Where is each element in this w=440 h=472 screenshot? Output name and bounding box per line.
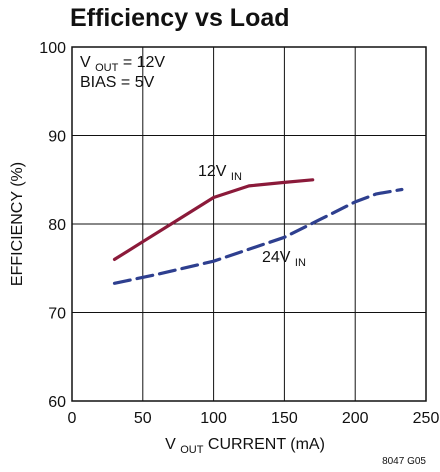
series-label-24vin-sub: IN: [295, 257, 306, 269]
annotation-vout-main: V: [80, 54, 91, 71]
x-axis-label-main: V: [165, 436, 176, 453]
annotation-vout-rest: = 12V: [123, 54, 166, 71]
x-tick-label: 50: [134, 410, 152, 427]
series-line-0: [112, 178, 315, 261]
y-tick-label: 70: [48, 306, 66, 323]
series-line-1: [112, 187, 404, 285]
annotation-bias: BIAS = 5V: [80, 74, 155, 91]
y-tick-label: 60: [48, 394, 66, 411]
series-label-24vin-main: 24V: [262, 249, 291, 266]
tick-labels: 0 50 100 150 200 250 60 70 80 90 100: [39, 40, 439, 427]
series-label-12vin: 12V IN: [198, 163, 242, 183]
series-lines: [112, 178, 404, 285]
grid: [72, 47, 426, 401]
y-tick-label: 80: [48, 217, 66, 234]
x-tick-label: 250: [413, 410, 440, 427]
annotation-vout: V OUT = 12V: [80, 54, 165, 75]
x-tick-label: 100: [200, 410, 227, 427]
series-label-24vin: 24V IN: [262, 249, 306, 269]
series-label-12vin-sub: IN: [231, 171, 242, 183]
plot-frame: [71, 46, 427, 402]
annotation-vout-sub: OUT: [95, 62, 119, 74]
figure-id: 8047 G05: [382, 456, 426, 467]
x-axis-label: V OUT CURRENT (mA): [165, 436, 325, 457]
chart-title: Efficiency vs Load: [70, 4, 290, 32]
x-axis-label-sub: OUT: [180, 444, 204, 456]
x-tick-label: 200: [342, 410, 369, 427]
y-tick-label: 90: [48, 129, 66, 146]
y-tick-label: 100: [39, 40, 66, 57]
x-axis-label-rest: CURRENT (mA): [208, 436, 325, 453]
x-tick-label: 150: [271, 410, 298, 427]
series-label-12vin-main: 12V: [198, 163, 227, 180]
y-axis-label: EFFICIENCY (%): [9, 162, 26, 286]
x-tick-label: 0: [68, 410, 77, 427]
